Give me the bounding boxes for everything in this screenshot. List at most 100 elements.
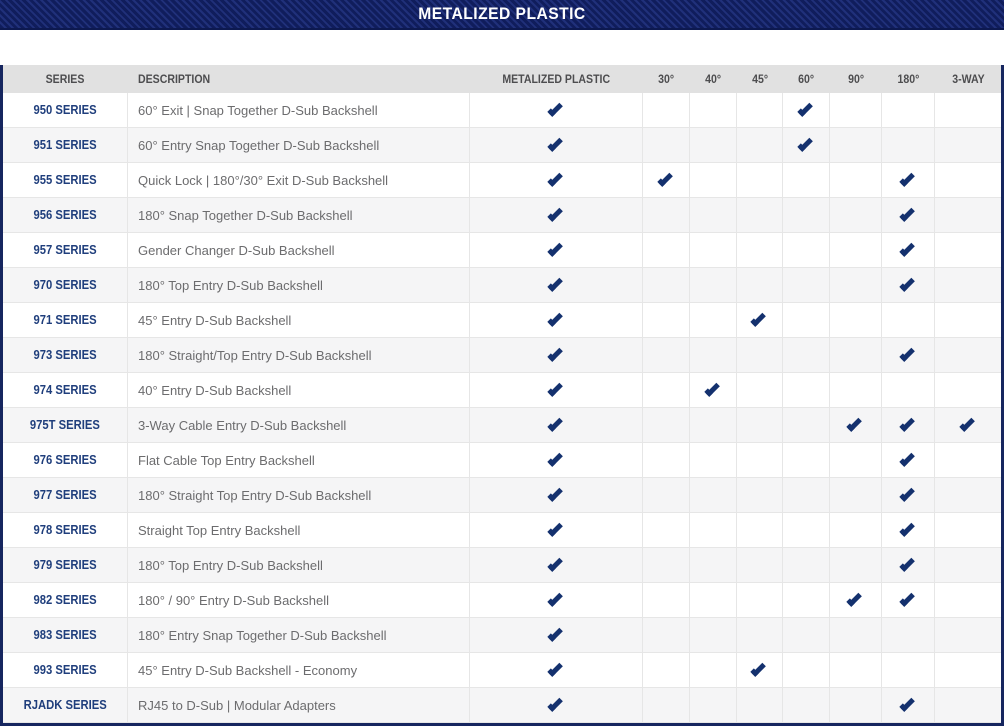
series-link[interactable]: 983 SERIES (33, 628, 97, 642)
cell-40 (690, 408, 737, 443)
cell-90 (830, 373, 882, 408)
cell-series: 951 SERIES (3, 128, 128, 163)
cell-180 (882, 478, 935, 513)
description-text: RJ45 to D-Sub | Modular Adapters (138, 697, 336, 713)
series-link[interactable]: 976 SERIES (33, 453, 97, 467)
cell-metalized_plastic (470, 478, 643, 513)
cell-30 (643, 128, 690, 163)
cell-45 (737, 513, 783, 548)
checkmark-icon (546, 380, 563, 397)
series-link[interactable]: 975T SERIES (29, 418, 101, 432)
cell-series: 974 SERIES (3, 373, 128, 408)
series-link[interactable]: 971 SERIES (33, 313, 97, 327)
series-link[interactable]: 957 SERIES (33, 243, 97, 257)
series-link[interactable]: 951 SERIES (33, 138, 97, 152)
checkmark-icon (546, 275, 563, 292)
cell-description: 180° / 90° Entry D-Sub Backshell (128, 583, 470, 618)
cell-3way (935, 513, 1001, 548)
cell-30 (643, 618, 690, 653)
cell-metalized_plastic (470, 268, 643, 303)
cell-description: 3-Way Cable Entry D-Sub Backshell (128, 408, 470, 443)
column-header-label: 45° (752, 72, 768, 86)
cell-3way (935, 443, 1001, 478)
cell-series: 973 SERIES (3, 338, 128, 373)
series-link[interactable]: 973 SERIES (33, 348, 97, 362)
checkmark-icon (546, 345, 563, 362)
cell-3way (935, 583, 1001, 618)
cell-40 (690, 618, 737, 653)
cell-60 (783, 233, 830, 268)
cell-30 (643, 583, 690, 618)
column-header-label: 30° (658, 72, 675, 86)
cell-30 (643, 338, 690, 373)
column-header-label: 60° (798, 72, 815, 86)
column-header-180: 180° (882, 65, 935, 93)
cell-60 (783, 373, 830, 408)
series-link[interactable]: 970 SERIES (33, 278, 97, 292)
cell-180 (882, 548, 935, 583)
cell-metalized_plastic (470, 408, 643, 443)
cell-90 (830, 618, 882, 653)
checkmark-icon (898, 590, 915, 607)
table-row: 993 SERIES 45° Entry D-Sub Backshell - Ec… (3, 653, 1001, 688)
series-link[interactable]: 982 SERIES (33, 593, 97, 607)
cell-metalized_plastic (470, 338, 643, 373)
cell-90 (830, 653, 882, 688)
description-text: Quick Lock | 180°/30° Exit D-Sub Backshe… (138, 172, 389, 188)
cell-description: 60° Entry Snap Together D-Sub Backshell (128, 128, 470, 163)
cell-40 (690, 233, 737, 268)
cell-series: 975T SERIES (3, 408, 128, 443)
cell-180 (882, 233, 935, 268)
checkmark-icon (546, 450, 563, 467)
checkmark-icon (958, 415, 975, 432)
series-link[interactable]: 974 SERIES (33, 383, 97, 397)
checkmark-icon (656, 170, 673, 187)
cell-180 (882, 443, 935, 478)
table-row: 950 SERIES 60° Exit | Snap Together D-Sub… (3, 93, 1001, 128)
description-text: 180° / 90° Entry D-Sub Backshell (138, 592, 330, 608)
cell-90 (830, 583, 882, 618)
cell-40 (690, 583, 737, 618)
cell-series: 979 SERIES (3, 548, 128, 583)
cell-180 (882, 688, 935, 723)
cell-metalized_plastic (470, 128, 643, 163)
column-header-label: 40° (705, 72, 722, 86)
cell-180 (882, 163, 935, 198)
cell-3way (935, 163, 1001, 198)
series-link[interactable]: 955 SERIES (33, 173, 97, 187)
checkmark-icon (898, 415, 915, 432)
checkmark-icon (546, 555, 563, 572)
cell-60 (783, 653, 830, 688)
cell-series: 971 SERIES (3, 303, 128, 338)
cell-30 (643, 688, 690, 723)
table-row: 971 SERIES 45° Entry D-Sub Backshell (3, 303, 1001, 338)
checkmark-icon (546, 100, 563, 117)
series-link[interactable]: 956 SERIES (33, 208, 97, 222)
checkmark-icon (898, 170, 915, 187)
series-link[interactable]: 978 SERIES (33, 523, 97, 537)
cell-45 (737, 688, 783, 723)
cell-180 (882, 653, 935, 688)
cell-metalized_plastic (470, 443, 643, 478)
column-header-label: 3-WAY (951, 72, 985, 86)
cell-3way (935, 408, 1001, 443)
cell-60 (783, 198, 830, 233)
series-link[interactable]: 977 SERIES (33, 488, 97, 502)
cell-description: 180° Straight/Top Entry D-Sub Backshell (128, 338, 470, 373)
cell-45 (737, 93, 783, 128)
series-link[interactable]: 950 SERIES (33, 103, 97, 117)
cell-30 (643, 443, 690, 478)
column-header-metalized_plastic: METALIZED PLASTIC (470, 65, 643, 93)
column-header-30: 30° (643, 65, 690, 93)
series-link[interactable]: 993 SERIES (33, 663, 97, 677)
checkmark-icon (546, 485, 563, 502)
series-link[interactable]: RJADK SERIES (23, 698, 107, 712)
checkmark-icon (898, 345, 915, 362)
cell-metalized_plastic (470, 548, 643, 583)
cell-60 (783, 513, 830, 548)
checkmark-icon (898, 275, 915, 292)
column-header-45: 45° (737, 65, 783, 93)
table-row: 973 SERIES 180° Straight/Top Entry D-Sub … (3, 338, 1001, 373)
series-link[interactable]: 979 SERIES (33, 558, 97, 572)
cell-90 (830, 548, 882, 583)
